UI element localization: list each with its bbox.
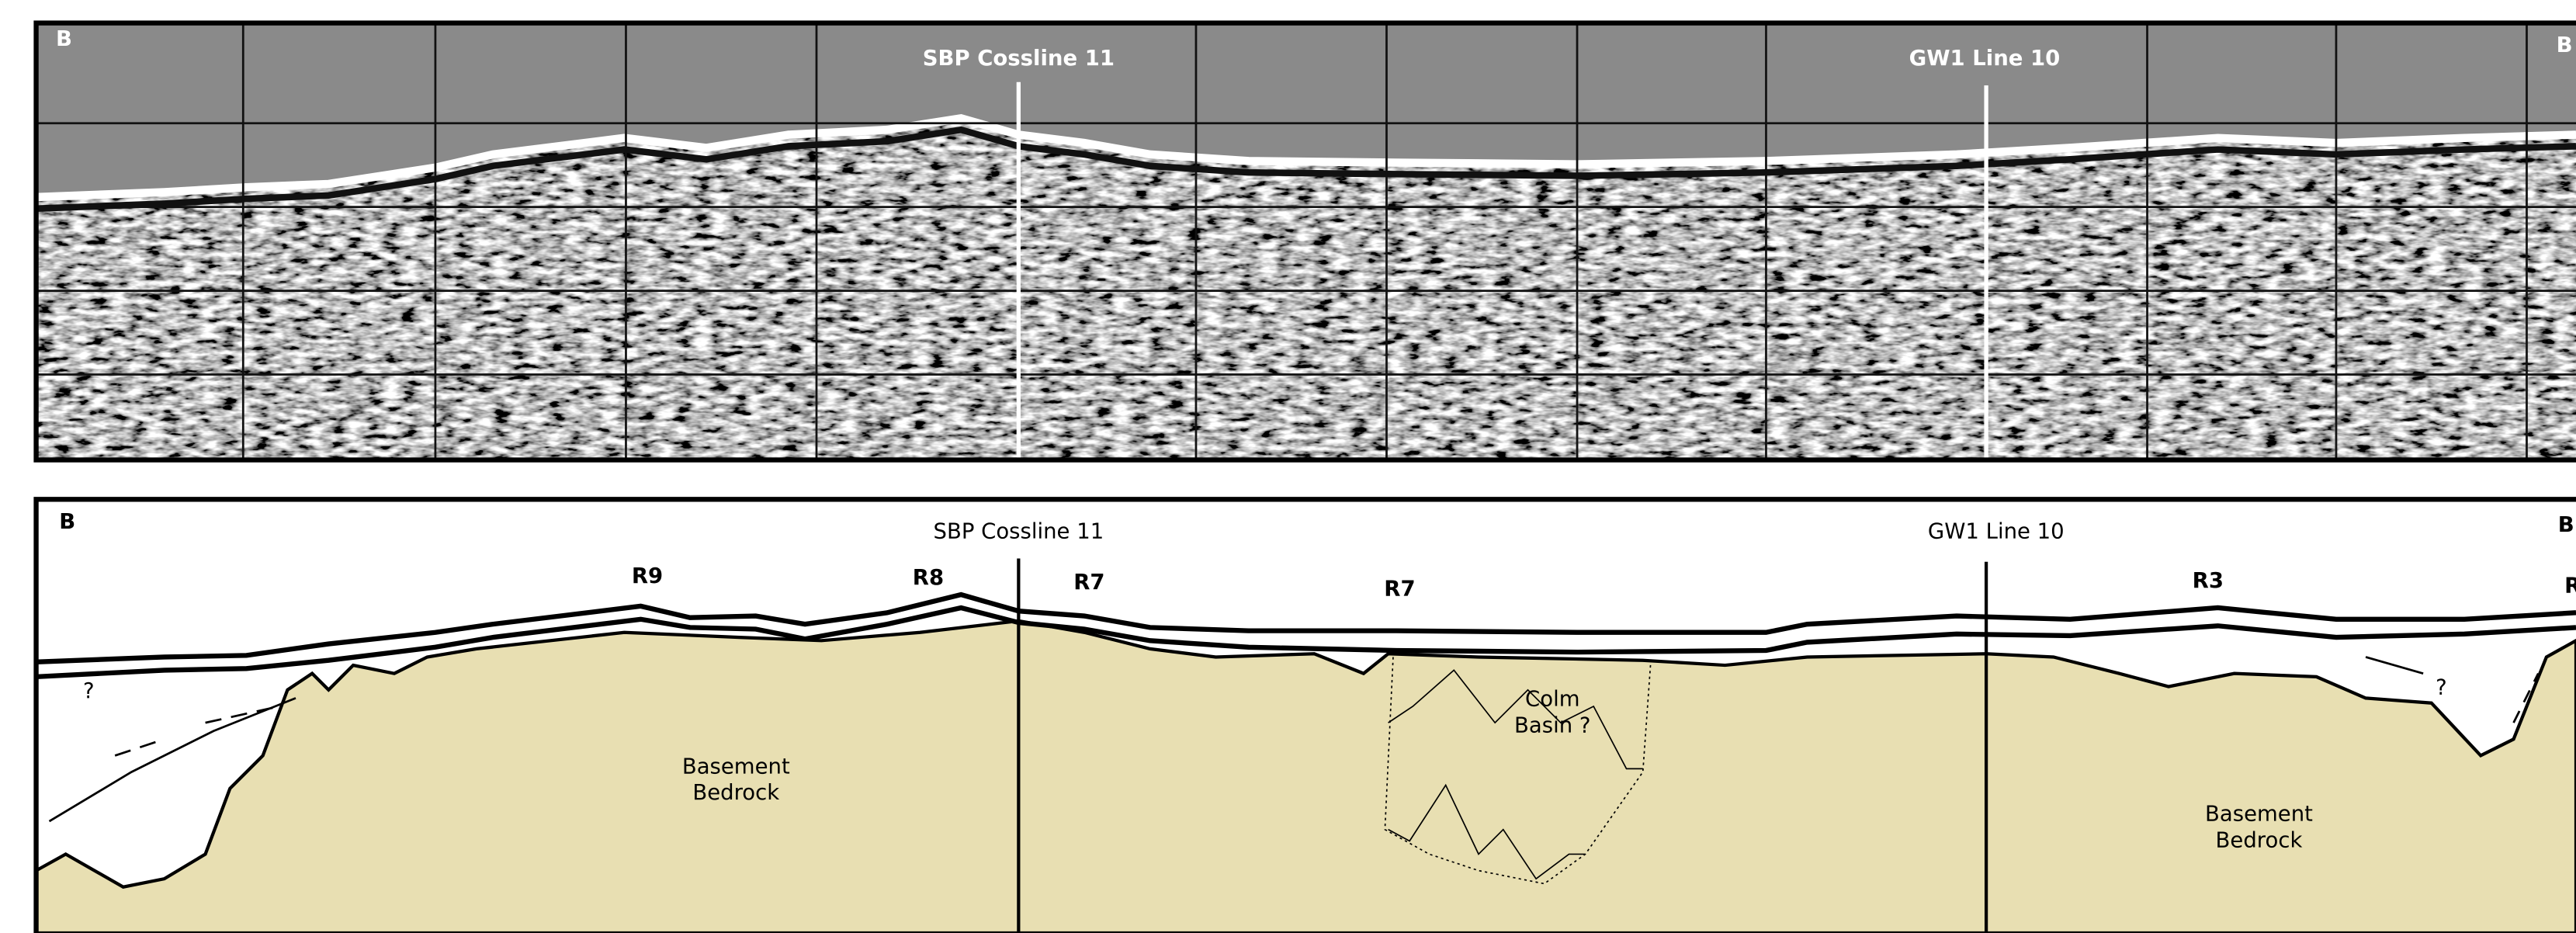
seismic-panel: B B SBP Cossline 11 GW1 Line 10 [36,23,2576,460]
basin-label: Colm [1525,687,1579,712]
crossline-label: SBP Cossline 11 [923,46,1115,71]
bedrock-label: Bedrock [2216,827,2303,852]
page: {"seismic_panel": {"left_label": "B", "r… [0,0,2576,933]
reflector-label: R7 [1384,577,1415,602]
bedrock-label: Basement [682,754,790,779]
section-end-label: B [2557,33,2573,57]
bedrock-label: Basement [2205,802,2313,827]
crossline-label: GW1 Line 10 [1928,519,2065,544]
basin-label: Basin ? [1514,713,1590,737]
section-end-label: B [2558,512,2574,537]
reflector-label: R9 [632,564,663,588]
bedrock [36,621,2576,933]
crossline-label: GW1 Line 10 [1909,46,2061,71]
section-end-label: B [56,26,72,51]
unknown-label: ? [2436,675,2447,700]
section-end-label: B [59,509,75,534]
reflector-label: R7 [1073,570,1104,595]
bedrock-label: Bedrock [692,780,779,805]
figure: B B SBP Cossline 11 GW1 Line 10 B B SBP … [0,0,2576,933]
reflector-label: R8 [913,565,944,590]
crossline-label: SBP Cossline 11 [933,519,1104,544]
reflector-label: R3 [2193,568,2224,593]
unknown-label: ? [83,678,95,703]
reflector-label: R [2564,573,2576,598]
interpretation-panel: B B SBP Cossline 11 GW1 Line 10 R9 R8 R7… [36,509,2576,933]
